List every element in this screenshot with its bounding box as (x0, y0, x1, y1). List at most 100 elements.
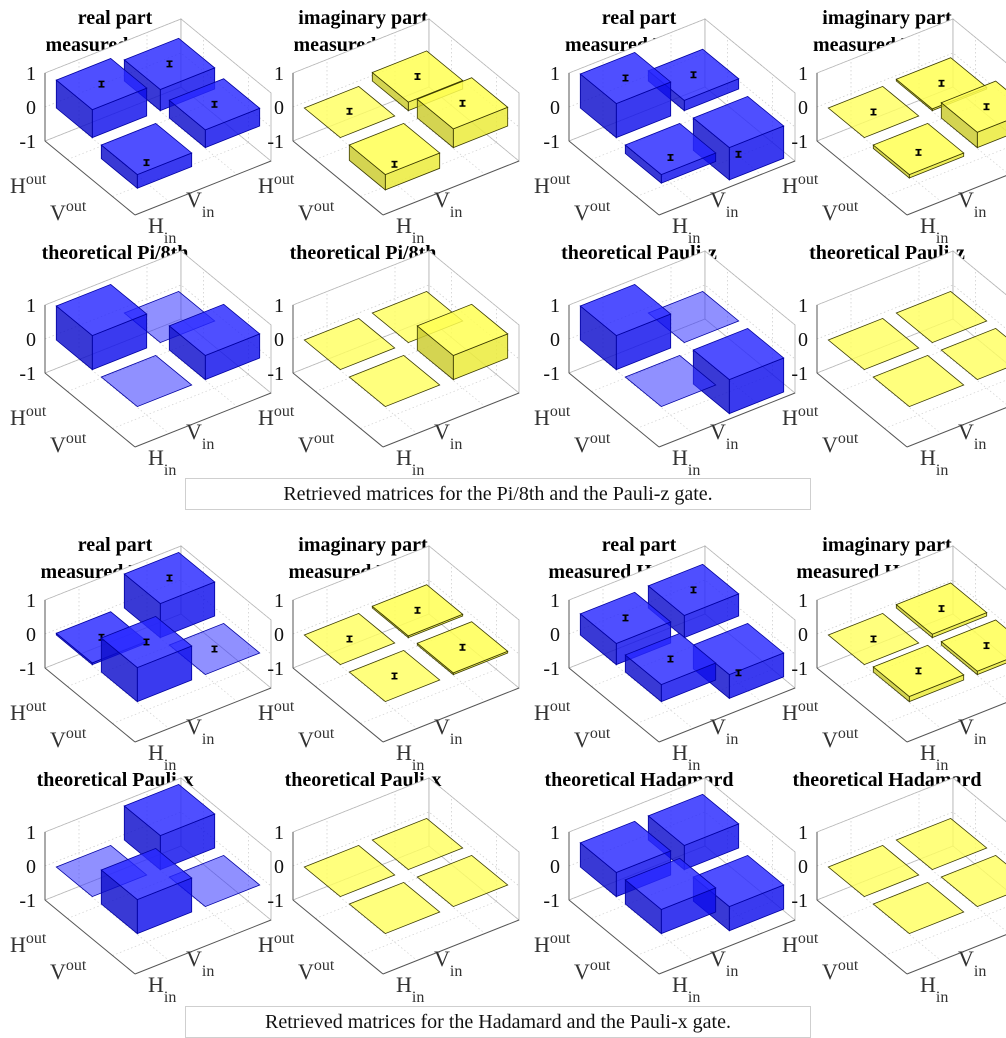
z-tick-label: -1 (267, 658, 284, 680)
bar-hout-hin (303, 844, 396, 898)
bar-hout-hin (303, 85, 396, 139)
axis-label: Hin (672, 740, 700, 774)
z-tick-label: -1 (19, 131, 36, 153)
axis-label: Hin (672, 213, 700, 247)
bar-vout-vin (416, 854, 509, 908)
axis-label: Vout (822, 198, 859, 225)
z-tick-label: 1 (550, 63, 560, 85)
axis-label: Vin (434, 419, 462, 453)
z-tick-label: 0 (798, 856, 808, 878)
bar-vout-hin (872, 881, 965, 935)
plot-title-line: theoretical Pi/8th (290, 242, 437, 264)
bar-hout-vin (895, 817, 988, 871)
z-tick-label: 1 (550, 295, 560, 317)
bar-vout-vin (940, 327, 1006, 381)
bar-vout-hin (100, 122, 193, 190)
bar-hout-vin (895, 582, 988, 639)
axis-label: Hin (396, 213, 424, 247)
bar-vout-hin (872, 354, 965, 408)
bar-hout-hin (579, 51, 672, 139)
z-tick-label: -1 (19, 658, 36, 680)
bar-vout-hin (348, 354, 441, 408)
axis-label: Hin (148, 445, 176, 479)
bar-hout-vin (647, 563, 740, 639)
axis-label: Vout (298, 957, 335, 984)
plot-title-line: real part (602, 534, 677, 556)
bar-hout-hin (827, 844, 920, 898)
axis-label: Hin (148, 213, 176, 247)
bar-hout-hin (55, 283, 148, 371)
z-tick-label: -1 (543, 658, 560, 680)
axis-label: Hin (920, 213, 948, 247)
axis-label: Hin (148, 740, 176, 774)
bar-hout-hin (303, 612, 396, 666)
bar-vout-vin (416, 303, 509, 381)
plot-title-line: theoretical Pauli-z (809, 242, 965, 264)
z-tick-label: 1 (274, 822, 284, 844)
axis-label: Hout (534, 930, 571, 957)
z-tick-label: 0 (26, 856, 36, 878)
axis-label: Hin (920, 972, 948, 1006)
axis-label: Vout (298, 725, 335, 752)
axis-label: Vin (958, 946, 986, 980)
axis-label: Vin (710, 419, 738, 453)
z-tick-label: -1 (267, 131, 284, 153)
z-tick-label: 1 (798, 822, 808, 844)
z-tick-label: 1 (550, 590, 560, 612)
axis-label: Hout (782, 171, 819, 198)
bar-vout-vin (168, 78, 261, 149)
axis-label: Vin (434, 946, 462, 980)
z-tick-label: 0 (274, 624, 284, 646)
axis-label: Hin (920, 740, 948, 774)
plot-title-line: imaginary part (822, 7, 952, 29)
z-tick-label: 1 (26, 822, 36, 844)
bar-vout-hin (624, 857, 717, 935)
z-tick-label: 1 (274, 63, 284, 85)
axis-label: Vin (710, 187, 738, 221)
plot-title-line: theoretical Pauli-x (37, 769, 194, 791)
z-tick-label: 0 (798, 329, 808, 351)
axis-label: Hin (672, 972, 700, 1006)
bar-hout-hin (827, 612, 920, 666)
axis-label: Hout (258, 171, 295, 198)
axis-label: Hout (534, 171, 571, 198)
plot-title-line: theoretical Pauli-z (561, 242, 717, 264)
bar-hout-hin (827, 85, 920, 139)
bar-vout-hin (100, 847, 193, 935)
axis-label: Vin (710, 946, 738, 980)
axis-label: Hout (10, 930, 47, 957)
z-tick-label: -1 (791, 131, 808, 153)
plot-title-line: real part (78, 534, 153, 556)
bar-vout-vin (168, 303, 261, 381)
axis-label: Vin (186, 419, 214, 453)
bar-vout-hin (624, 354, 717, 408)
axis-label: Hout (10, 403, 47, 430)
bar-vout-vin (940, 80, 1006, 149)
axis-label: Hout (10, 171, 47, 198)
bar-vout-hin (348, 649, 441, 703)
z-tick-label: -1 (543, 363, 560, 385)
z-tick-label: 0 (274, 329, 284, 351)
plot-title-line: theoretical Pauli-x (285, 769, 442, 791)
axis-label: Hout (534, 403, 571, 430)
z-tick-label: 0 (798, 97, 808, 119)
z-tick-label: 0 (26, 97, 36, 119)
axis-label: Vout (574, 725, 611, 752)
axis-label: Hout (782, 698, 819, 725)
axis-label: Hin (396, 972, 424, 1006)
z-tick-label: 1 (274, 590, 284, 612)
z-tick-label: 0 (550, 329, 560, 351)
bar-vout-hin (348, 122, 441, 191)
bar-vout-vin (416, 77, 509, 149)
axis-label: Hin (396, 445, 424, 479)
axis-label: Vin (958, 714, 986, 748)
